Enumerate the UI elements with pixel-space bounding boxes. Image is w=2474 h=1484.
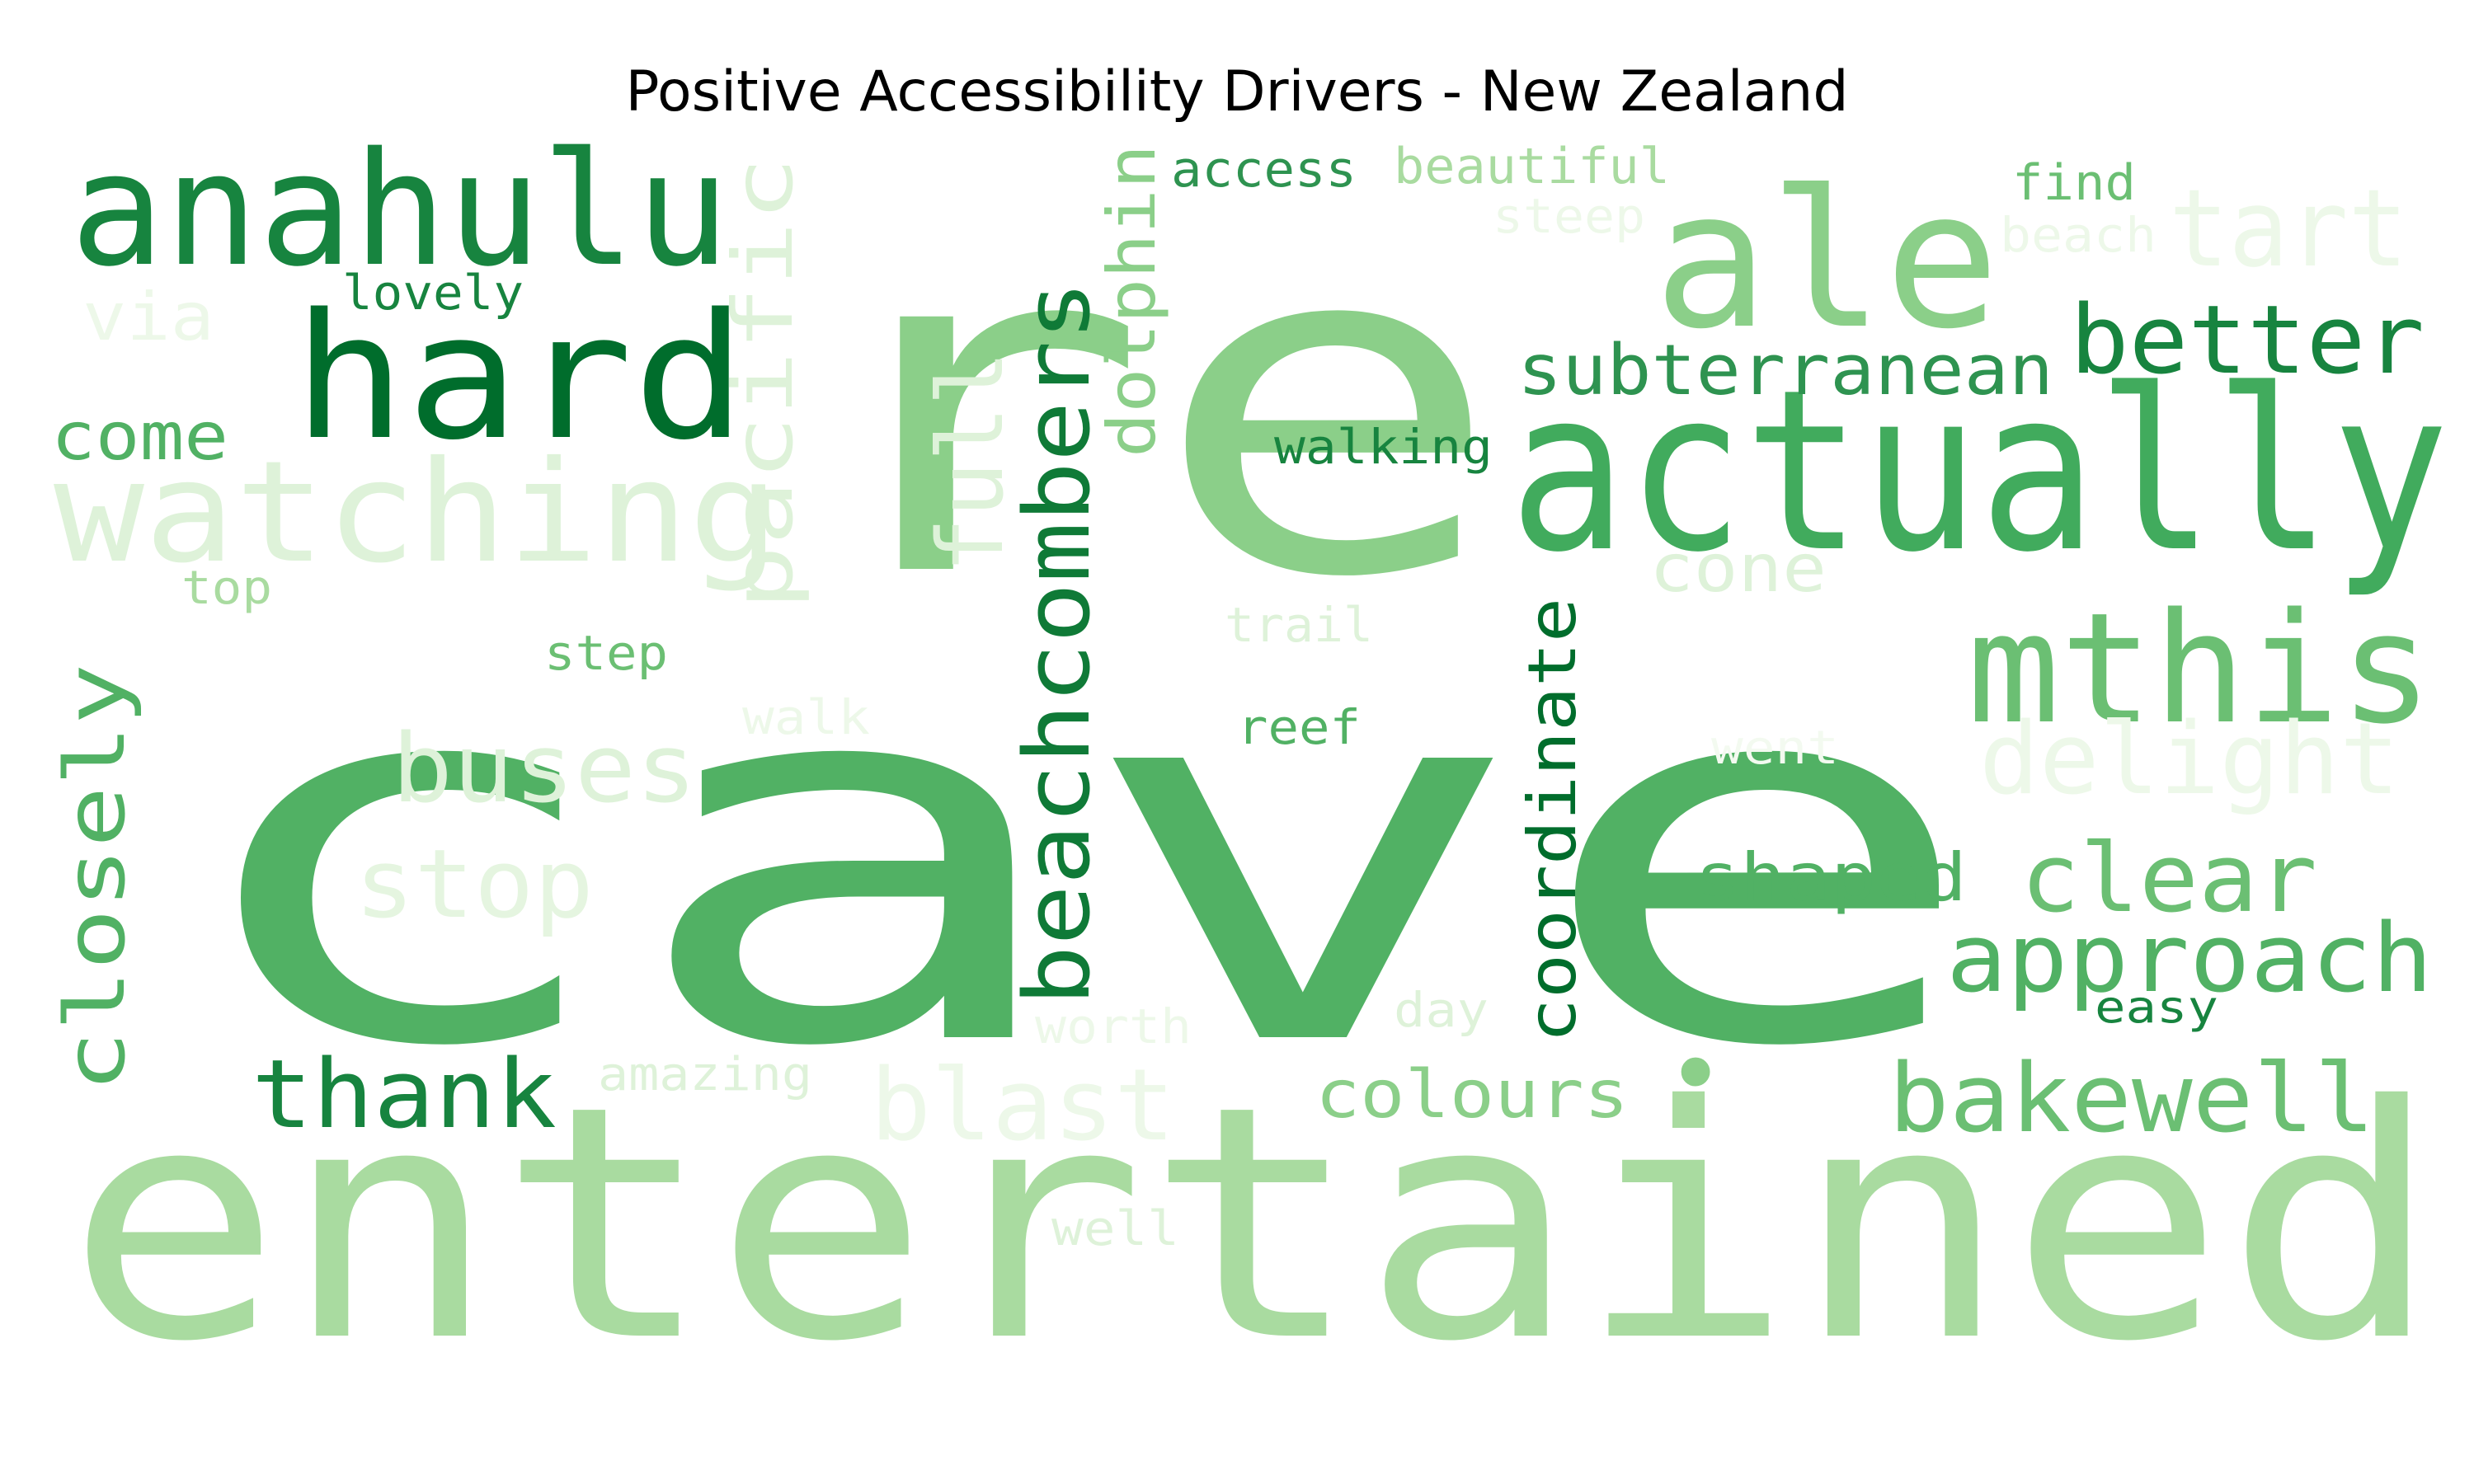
word-full: full xyxy=(918,350,1023,573)
word-cone: cone xyxy=(1649,530,1827,607)
word-subterranean: subterranean xyxy=(1517,330,2053,411)
word-colours: colours xyxy=(1315,1056,1629,1133)
word-actually: actually xyxy=(1509,341,2449,601)
word-cave: cave xyxy=(169,564,1983,1158)
word-approach: approach xyxy=(1946,904,2433,1014)
word-bakewell: bakewell xyxy=(1888,1044,2375,1154)
word-step: step xyxy=(544,625,668,681)
word-well: well xyxy=(1051,1200,1179,1256)
word-access: access xyxy=(1171,141,1357,199)
word-watching: watching xyxy=(54,431,779,594)
word-closely: closely xyxy=(47,664,143,1092)
word-better: better xyxy=(2070,285,2425,396)
word-thank: thank xyxy=(252,1040,557,1150)
page-title: Positive Accessibility Drivers - New Zea… xyxy=(625,59,1849,124)
word-walk: walk xyxy=(742,689,870,745)
word-entertained: entertained xyxy=(66,1037,2441,1411)
word-buses: buses xyxy=(392,714,697,824)
word-walking: walking xyxy=(1274,419,1493,475)
word-lovely: lovely xyxy=(342,265,524,321)
word-delight: delight xyxy=(1979,702,2400,817)
word-find: find xyxy=(2012,154,2136,212)
word-anahulu: anahulu xyxy=(70,119,730,301)
word-steep: steep xyxy=(1493,188,1645,244)
word-clear: clear xyxy=(2020,824,2317,934)
word-shaped: shaped xyxy=(1695,839,1967,916)
word-re: re xyxy=(796,141,1505,679)
word-day: day xyxy=(1394,982,1489,1038)
word-beachcombers: beachcombers xyxy=(1004,280,1110,1006)
word-beach: beach xyxy=(2000,207,2157,263)
word-ale: ale xyxy=(1653,151,2000,371)
word-stop: stop xyxy=(355,829,594,940)
word-easy: easy xyxy=(2095,981,2218,1033)
word-top: top xyxy=(181,561,272,615)
word-via: via xyxy=(82,279,214,355)
word-come: come xyxy=(51,398,228,475)
word-coordinate: coordinate xyxy=(1514,598,1591,1043)
word-reef: reef xyxy=(1237,699,1361,755)
word-dolphin: dolphin xyxy=(1094,144,1170,458)
word-blast: blast xyxy=(870,1049,1175,1163)
word-hard: hard xyxy=(293,276,746,478)
word-pacific: pacific xyxy=(715,157,811,610)
word-beautiful: beautiful xyxy=(1394,138,1670,195)
word-dot: • xyxy=(1666,1018,1725,1133)
word-mthis: mthis xyxy=(1967,580,2433,758)
word-trail: trail xyxy=(1225,597,1373,653)
word-went: went xyxy=(1711,721,1839,775)
word-worth: worth xyxy=(1035,998,1192,1054)
word-amazing: amazing xyxy=(598,1048,812,1101)
word-tart: tart xyxy=(2169,166,2408,291)
